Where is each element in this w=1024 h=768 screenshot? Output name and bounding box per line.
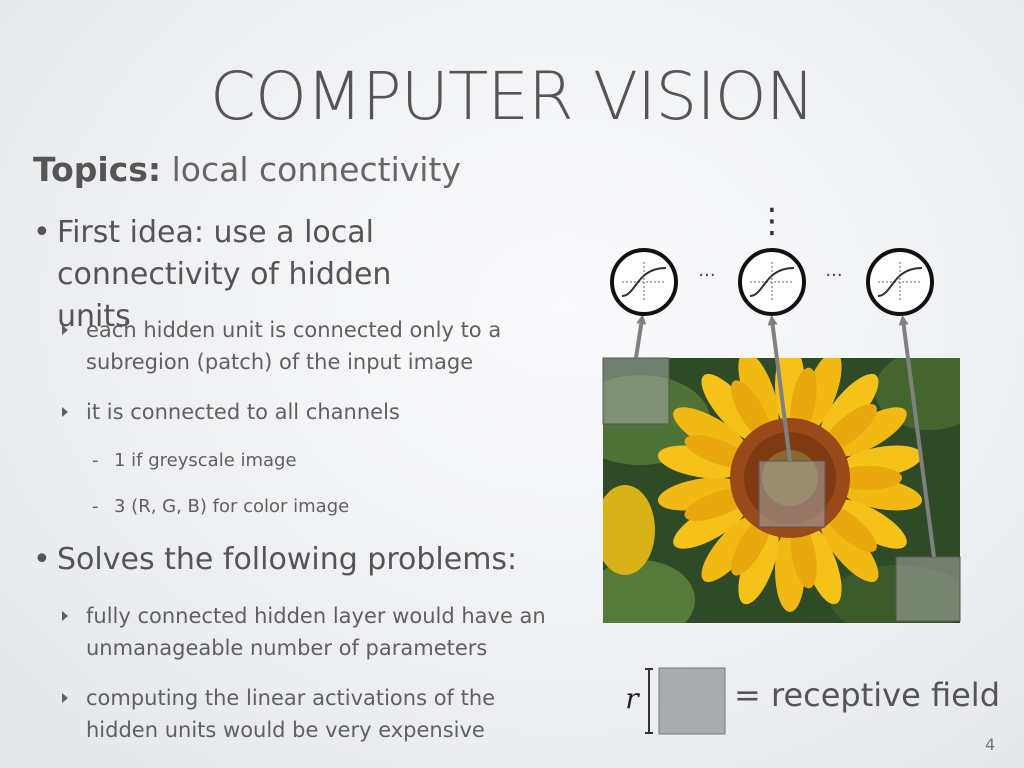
triangle-bullet-icon — [62, 325, 68, 335]
sub-bullet-text: computing the linear activations of the … — [86, 686, 496, 742]
receptive-field-swatch — [658, 667, 726, 735]
topics-line: Topics: local connectivity — [33, 150, 461, 189]
sigmoid-neuron-icon — [610, 248, 678, 316]
topics-label: Topics: — [33, 150, 162, 189]
dash-bullet-item: -3 (R, G, B) for color image — [92, 493, 349, 521]
ellipsis-left: ... — [698, 260, 715, 281]
bullet-dot-icon: • — [33, 215, 51, 250]
bullet-item: • First idea: use a local connectivity o… — [33, 212, 413, 338]
dash-bullet-item: -1 if greyscale image — [92, 447, 297, 475]
sub-bullet-item: fully connected hidden layer would have … — [62, 600, 552, 664]
bullet-text: Solves the following problems: — [57, 542, 518, 577]
connection-arrow-left — [634, 314, 647, 359]
bullet-item: • Solves the following problems: — [33, 539, 553, 581]
connection-arrow-middle — [767, 315, 792, 462]
sub-bullet-item: it is connected to all channels — [62, 396, 552, 428]
image-patch-top-left — [602, 357, 670, 425]
receptive-field-label: = receptive field — [734, 676, 1000, 714]
connection-arrow-right — [898, 315, 936, 558]
sub-bullet-item: computing the linear activations of the … — [62, 682, 552, 746]
sigmoid-neuron-icon — [866, 248, 934, 316]
ellipsis-right: ... — [825, 260, 842, 281]
topics-value: local connectivity — [171, 150, 461, 189]
local-connectivity-diagram: ⋮ ... ... — [602, 201, 961, 735]
size-bracket-icon — [645, 668, 653, 734]
bullet-dot-icon: • — [33, 542, 51, 577]
triangle-bullet-icon — [62, 611, 68, 621]
sigmoid-neuron-icon — [738, 248, 806, 316]
dash-bullet-text: 1 if greyscale image — [114, 450, 297, 471]
vertical-dots-icon: ⋮ — [755, 201, 789, 241]
sub-bullet-text: each hidden unit is connected only to a … — [86, 318, 502, 374]
sub-bullet-text: fully connected hidden layer would have … — [86, 604, 546, 660]
bullet-text: First idea: use a local connectivity of … — [57, 215, 392, 334]
page-number: 4 — [985, 735, 996, 754]
triangle-bullet-icon — [62, 693, 68, 703]
dash-bullet-icon: - — [92, 496, 99, 517]
dash-bullet-icon: - — [92, 450, 99, 471]
image-patch-center — [758, 460, 826, 528]
r-label: r — [625, 682, 640, 715]
sub-bullet-text: it is connected to all channels — [86, 400, 400, 424]
sub-bullet-item: each hidden unit is connected only to a … — [62, 314, 552, 378]
slide-title: COMPUTER VISION — [209, 58, 815, 135]
image-patch-bottom-right — [895, 556, 961, 622]
triangle-bullet-icon — [62, 407, 68, 417]
dash-bullet-text: 3 (R, G, B) for color image — [114, 496, 350, 517]
